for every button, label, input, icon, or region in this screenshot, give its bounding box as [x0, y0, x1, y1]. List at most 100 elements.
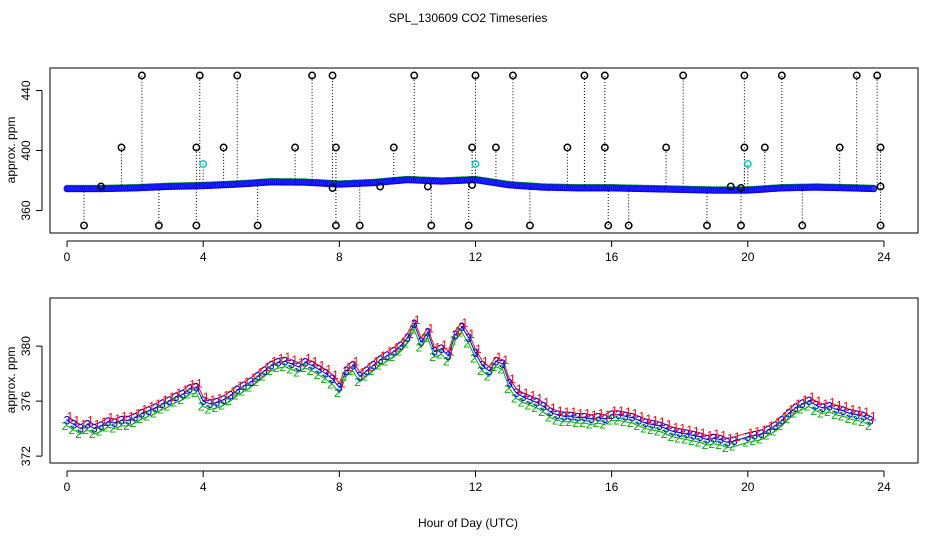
top-x-tick-label: 12 [469, 250, 483, 264]
bottom-series-2-point: 2 [463, 336, 470, 350]
bottom-series-2-point: 2 [457, 325, 464, 339]
bottom-series-2-point: 2 [89, 427, 96, 441]
bottom-series-2-point: 2 [164, 400, 171, 414]
bottom-series-1-point: 1 [73, 413, 80, 427]
bottom-series-1-point: 1 [652, 413, 659, 427]
bottom-series-1-point: 1 [850, 402, 857, 416]
bottom-series-2-point: 2 [702, 438, 709, 452]
bottom-series-2-point: 2 [177, 393, 184, 407]
bottom-series-1-point: 1 [659, 415, 666, 429]
bottom-panel-frame [49, 297, 919, 464]
bottom-x-tick-label: 0 [64, 480, 71, 494]
bottom-series-3-point: 3 [220, 393, 227, 407]
top-panel-ylabel: approx. ppm [4, 117, 18, 184]
bottom-series-2-point: 2 [191, 386, 198, 400]
bottom-series-1-point: 1 [489, 360, 496, 374]
bottom-series-3-point: 3 [499, 357, 506, 371]
bottom-series-1-point: 1 [250, 371, 257, 385]
bottom-series-3-point: 3 [445, 349, 452, 363]
bottom-series-3-point: 3 [275, 356, 282, 370]
bottom-series-2-point: 2 [388, 350, 395, 364]
bottom-series-3-point: 3 [452, 328, 459, 342]
top-outlier-400 [662, 143, 671, 152]
bottom-series-2-point: 2 [334, 386, 341, 400]
top-outlier-low [703, 221, 711, 230]
top-outlier-low [154, 221, 163, 230]
bottom-x-tick-label: 12 [469, 480, 483, 494]
bottom-series-2-point: 2 [531, 401, 538, 415]
bottom-series-1-point: 1 [312, 354, 319, 368]
bottom-series-3-point: 3 [173, 390, 180, 404]
bottom-series-1-point: 1 [727, 431, 734, 445]
bottom-series-3-point: 3 [309, 358, 316, 372]
bottom-series-3-point: 3 [527, 393, 534, 407]
top-outlier-high [852, 71, 861, 80]
bottom-panel-ylabel: approx. ppm [4, 347, 18, 414]
bottom-series-3-point: 3 [629, 411, 636, 425]
bottom-series-3-point: 3 [98, 419, 105, 433]
bottom-series-2-point: 2 [804, 400, 811, 414]
bottom-series-3-point: 3 [826, 400, 833, 414]
top-outlier-low [798, 221, 807, 230]
bottom-series-2-point: 2 [320, 372, 327, 386]
bottom-series-3-point: 3 [370, 358, 377, 372]
bottom-series-2-point: 2 [232, 389, 239, 403]
bottom-series-3-point: 3 [404, 331, 411, 345]
top-outlier-mid [328, 184, 337, 192]
bottom-series-2-point: 2 [422, 331, 429, 345]
bottom-series-1-point: 1 [809, 390, 816, 404]
bottom-series-2-point: 2 [559, 415, 566, 429]
top-outlier-low [80, 221, 88, 230]
top-outlier-high [328, 71, 337, 80]
bottom-series-1-point: 1 [108, 411, 115, 425]
bottom-series-3-point: 3 [145, 404, 152, 418]
bottom-series-1-point: 1 [523, 386, 530, 400]
top-outlier-low [253, 221, 262, 230]
top-outlier-high [600, 71, 609, 80]
bottom-series-2-point: 2 [525, 398, 532, 412]
bottom-series-1-point: 1 [387, 345, 394, 359]
bottom-series-2-point: 2 [375, 358, 382, 372]
bottom-series-3-point: 3 [853, 408, 860, 422]
bottom-series-3-point: 3 [554, 408, 561, 422]
bottom-series-1-point: 1 [319, 358, 326, 372]
top-outlier-high [777, 71, 786, 80]
bottom-series-3-point: 3 [302, 356, 309, 370]
bottom-series-1-point: 1 [400, 335, 407, 349]
bottom-series-3-point: 3 [465, 331, 472, 345]
bottom-series-2-point: 2 [143, 409, 150, 423]
bottom-series-2-point: 2 [851, 413, 858, 427]
bottom-series-1-point: 1 [781, 409, 788, 423]
bottom-series-1-point: 1 [101, 415, 108, 429]
top-outlier-cyan [199, 160, 208, 168]
top-outlier-400 [331, 143, 340, 152]
bottom-series-2-point: 2 [300, 361, 307, 375]
bottom-series-3-point: 3 [234, 383, 241, 397]
bottom-series-3-point: 3 [377, 353, 384, 367]
bottom-series-3-point: 3 [84, 418, 91, 432]
bottom-series-1-point: 1 [734, 430, 741, 444]
bottom-series-1-point: 1 [257, 365, 264, 379]
bottom-series-1-point: 1 [271, 354, 278, 368]
figure-title: SPL_130609 CO2 Timeseries [389, 11, 548, 25]
bottom-y-tick-label: 380 [19, 336, 33, 356]
top-outlier-400 [389, 143, 398, 152]
bottom-series-2-point: 2 [613, 413, 620, 427]
bottom-series-1-point: 1 [182, 383, 189, 397]
bottom-series-2-point: 2 [668, 430, 675, 444]
bottom-series-3-point: 3 [241, 379, 248, 393]
bottom-series-2-point: 2 [770, 424, 777, 438]
bottom-series-2-point: 2 [552, 413, 559, 427]
bottom-series-1-point: 1 [863, 405, 870, 419]
bottom-series-1-point: 1 [421, 331, 428, 345]
top-x-tick-label: 0 [64, 250, 71, 264]
bottom-series-3-point: 3 [615, 408, 622, 422]
bottom-series-1-point: 1 [291, 353, 298, 367]
top-outlier-high [580, 71, 589, 80]
top-outlier-400 [117, 143, 126, 152]
bottom-series-3-point: 3 [765, 423, 772, 437]
bottom-series-3-point: 3 [772, 419, 779, 433]
bottom-series-3-point: 3 [132, 411, 139, 425]
bottom-series-1-point: 1 [203, 390, 210, 404]
